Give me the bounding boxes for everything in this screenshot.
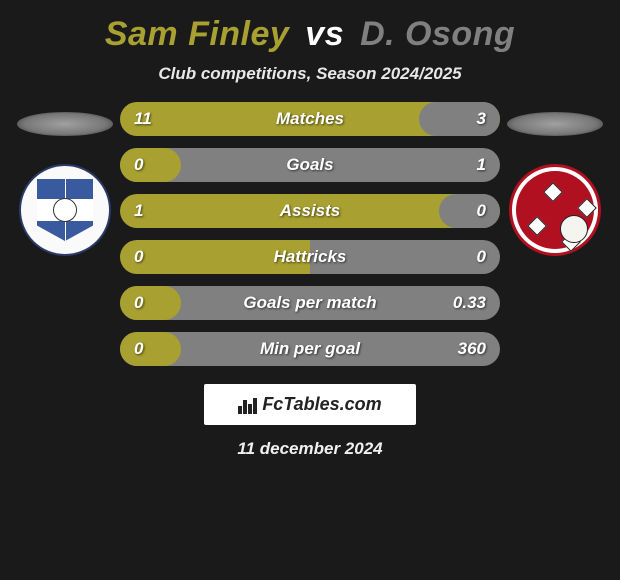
team-badge-left (19, 164, 111, 256)
bar-right-segment (419, 102, 500, 136)
player1-name: Sam Finley (105, 15, 290, 53)
subtitle: Club competitions, Season 2024/2025 (158, 64, 461, 84)
shadow-ellipse-right (507, 112, 603, 136)
stat-left-value: 1 (134, 201, 143, 221)
bar-left-segment (120, 332, 181, 366)
stat-row-goals-per-match: 0 Goals per match 0.33 (120, 286, 500, 320)
player2-name: D. Osong (360, 15, 515, 53)
stat-right-value: 0.33 (453, 293, 486, 313)
stat-label: Goals per match (243, 293, 376, 313)
stat-label: Hattricks (274, 247, 347, 267)
stat-row-matches: 11 Matches 3 (120, 102, 500, 136)
stat-right-value: 0 (477, 247, 486, 267)
bar-right-segment (439, 194, 500, 228)
comparison-title: Sam Finley vs D. Osong (105, 15, 515, 54)
chart-icon (238, 396, 256, 414)
football-icon (560, 215, 588, 243)
vs-text: vs (305, 15, 344, 53)
team-badge-right (509, 164, 601, 256)
stat-row-hattricks: 0 Hattricks 0 (120, 240, 500, 274)
stat-row-assists: 1 Assists 0 (120, 194, 500, 228)
stat-label: Matches (276, 109, 344, 129)
stat-left-value: 0 (134, 339, 143, 359)
brand-badge: FcTables.com (204, 384, 415, 425)
stat-row-goals: 0 Goals 1 (120, 148, 500, 182)
shadow-ellipse-left (17, 112, 113, 136)
stat-left-value: 11 (134, 109, 152, 129)
stat-right-value: 0 (477, 201, 486, 221)
stat-label: Min per goal (260, 339, 360, 359)
brand-text: FcTables.com (262, 394, 381, 415)
bar-left-segment (120, 148, 181, 182)
stat-left-value: 0 (134, 247, 143, 267)
football-icon (53, 198, 77, 222)
stat-left-value: 0 (134, 155, 143, 175)
right-badge-column (500, 102, 610, 256)
stat-right-value: 360 (458, 339, 486, 359)
left-badge-column (10, 102, 120, 256)
stat-bars: 11 Matches 3 0 Goals 1 1 Assists 0 0 Ha (120, 102, 500, 366)
stat-row-min-per-goal: 0 Min per goal 360 (120, 332, 500, 366)
bar-left-segment (120, 286, 181, 320)
stat-right-value: 3 (477, 109, 486, 129)
stat-left-value: 0 (134, 293, 143, 313)
stat-label: Goals (286, 155, 333, 175)
stat-label: Assists (280, 201, 340, 221)
stat-right-value: 1 (477, 155, 486, 175)
footer-date: 11 december 2024 (237, 439, 382, 459)
